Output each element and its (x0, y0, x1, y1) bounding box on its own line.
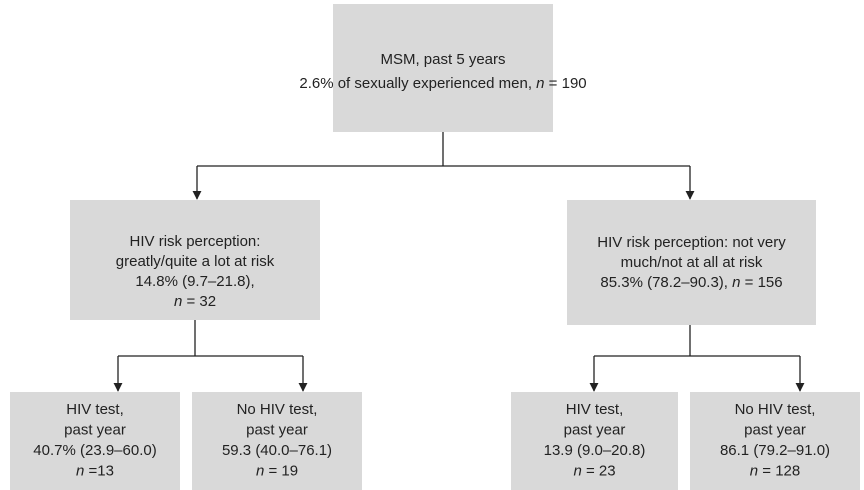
box-text: HIV risk perception: (130, 233, 261, 250)
box (10, 392, 180, 490)
box (567, 200, 816, 325)
box-text: 85.3% (78.2–90.3), n = 156 (600, 274, 782, 291)
box-text: HIV test, (566, 401, 624, 418)
box (690, 392, 860, 490)
box-text: 59.3 (40.0–76.1) (222, 442, 332, 459)
box (192, 392, 362, 490)
box-text: MSM, past 5 years (380, 51, 505, 68)
box-text: past year (64, 421, 126, 438)
box (511, 392, 678, 490)
box-text: n = 23 (573, 462, 615, 479)
box (70, 200, 320, 320)
box-text: n = 128 (750, 462, 800, 479)
box-text: 2.6% of sexually experienced men, n = 19… (299, 75, 586, 92)
box-text: past year (744, 421, 806, 438)
box-text: 13.9 (9.0–20.8) (544, 442, 646, 459)
box-text: No HIV test, (237, 401, 318, 418)
box-text: 86.1 (79.2–91.0) (720, 442, 830, 459)
box-text: past year (564, 421, 626, 438)
box-text: 40.7% (23.9–60.0) (33, 442, 156, 459)
box-text: HIV risk perception: not very (597, 234, 786, 251)
box (333, 4, 553, 132)
box-text: much/not at all at risk (621, 254, 763, 271)
box-text: greatly/quite a lot at risk (116, 253, 275, 270)
box-text: 14.8% (9.7–21.8), (135, 273, 254, 290)
box-text: n = 19 (256, 462, 298, 479)
box-text: n = 32 (174, 293, 216, 310)
box-text: past year (246, 421, 308, 438)
box-text: HIV test, (66, 401, 124, 418)
box-text: n =13 (76, 462, 114, 479)
box-text: No HIV test, (735, 401, 816, 418)
